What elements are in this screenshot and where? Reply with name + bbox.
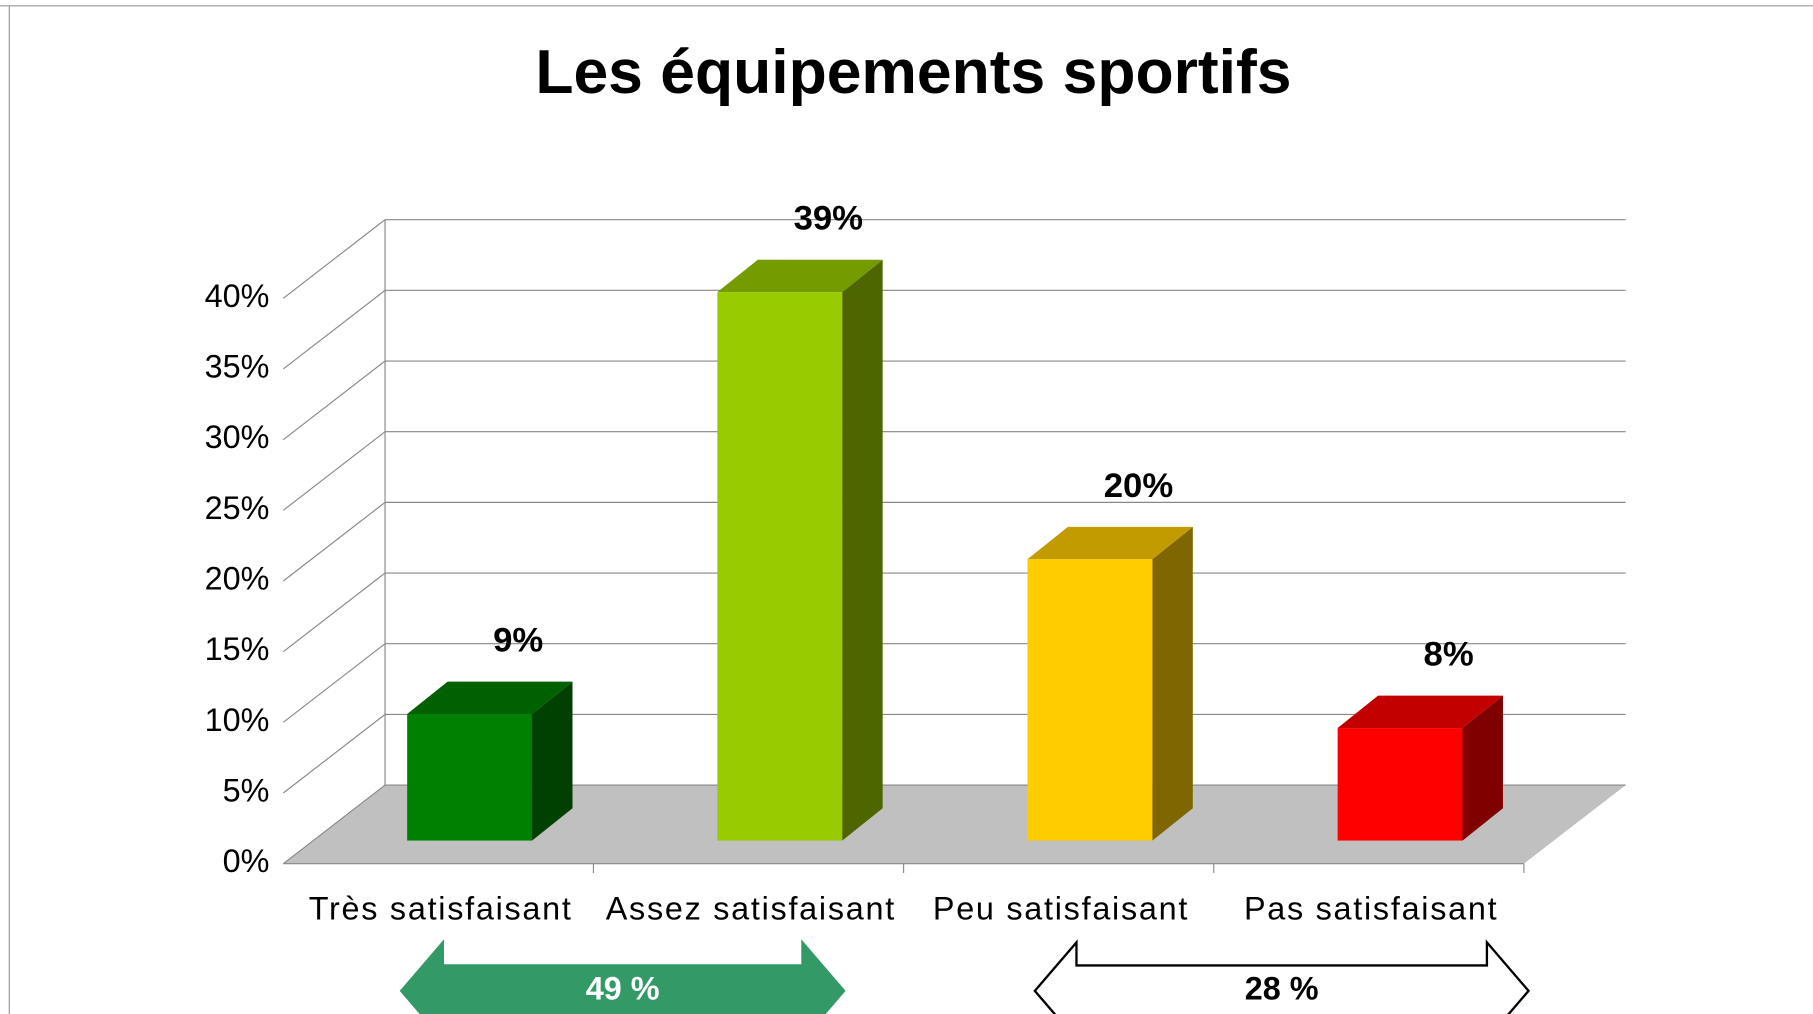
y-tick-label: 30%: [205, 419, 270, 455]
grid-line: [282, 572, 386, 653]
double-arrow: [1033, 939, 1531, 1014]
y-tick-label: 15%: [205, 631, 270, 667]
bar: [1337, 728, 1463, 841]
grid-line: [282, 360, 386, 441]
bar-top: [1337, 695, 1503, 729]
bar-side: [842, 259, 883, 841]
value-label: 20%: [1104, 467, 1173, 505]
x-tick-label: Peu satisfaisant: [933, 891, 1189, 927]
bar: [717, 292, 843, 841]
value-label: 9%: [493, 621, 543, 659]
bar-side: [532, 681, 573, 841]
y-tick-label: 40%: [205, 278, 270, 314]
grid-line: [282, 431, 386, 511]
value-label: 39%: [794, 200, 863, 238]
bar-top: [1027, 526, 1193, 560]
bar-side: [1462, 695, 1503, 841]
grid-line: [282, 784, 386, 865]
y-tick-label: 0%: [223, 843, 270, 879]
double-arrow: [399, 939, 846, 1014]
annotation: 49 %: [586, 970, 660, 1006]
grid-line: [282, 219, 386, 299]
x-tick-label: Assez satisfaisant: [606, 891, 896, 927]
y-tick-label: 5%: [223, 773, 270, 809]
x-tick-label: Très satisfaisant: [309, 891, 573, 927]
floor: [283, 785, 1626, 864]
value-label: 8%: [1424, 636, 1474, 674]
y-tick-label: 35%: [205, 349, 270, 385]
grid-line: [282, 713, 386, 794]
chart-title: Les équipements sportifs: [535, 37, 1291, 107]
grid-line: [282, 501, 386, 582]
bar-side: [1152, 526, 1193, 841]
grid-line: [282, 289, 386, 370]
grid-line: [282, 643, 386, 723]
bar: [407, 713, 533, 841]
bar-top: [717, 259, 883, 293]
y-tick-label: 10%: [205, 702, 270, 738]
y-tick-label: 20%: [205, 561, 270, 597]
bar-top: [407, 681, 573, 714]
y-tick-label: 25%: [205, 490, 270, 526]
annotation: 28 %: [1245, 970, 1319, 1006]
bar: [1027, 559, 1153, 841]
x-tick-label: Pas satisfaisant: [1244, 891, 1498, 927]
